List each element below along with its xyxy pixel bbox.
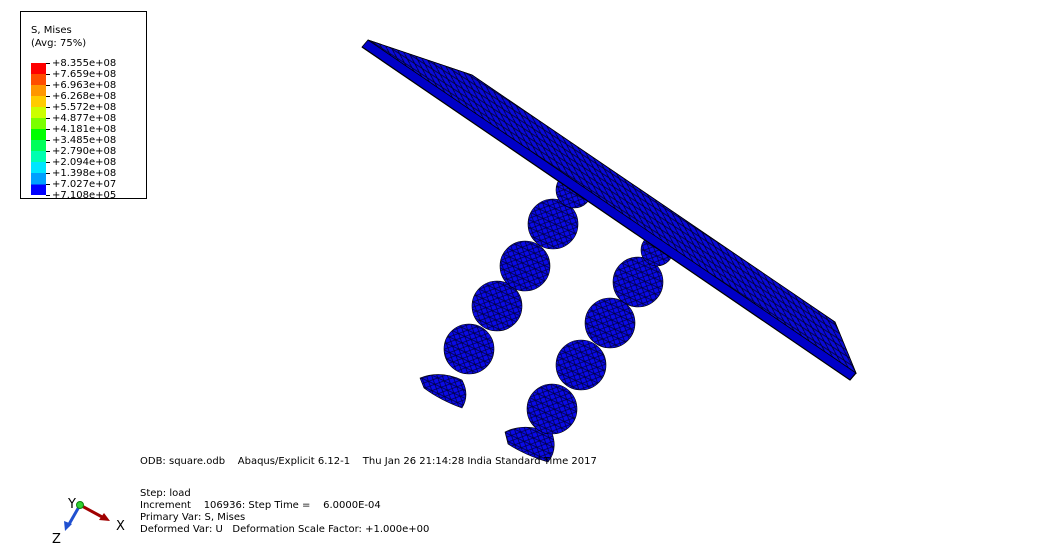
step-info-line: Step: load [140,488,191,500]
triad-x-label: X [116,520,125,534]
sphere [556,340,606,390]
sphere [527,384,577,434]
sphere [444,324,494,374]
deformed-var-line: Deformed Var: U Deformation Scale Factor… [140,524,429,536]
odb-info-line: ODB: square.odb Abaqus/Explicit 6.12-1 T… [140,456,597,468]
x-axis-arrow [80,505,104,518]
sphere [500,241,550,291]
triad-y-label: Y [68,498,76,512]
triad-z-label: Z [52,533,61,547]
sphere [585,298,635,348]
primary-var-line: Primary Var: S, Mises [140,512,245,524]
sphere-cap-left [420,374,466,408]
y-axis-dot [77,502,84,509]
increment-info-line: Increment 106936: Step Time = 6.0000E-04 [140,500,381,512]
